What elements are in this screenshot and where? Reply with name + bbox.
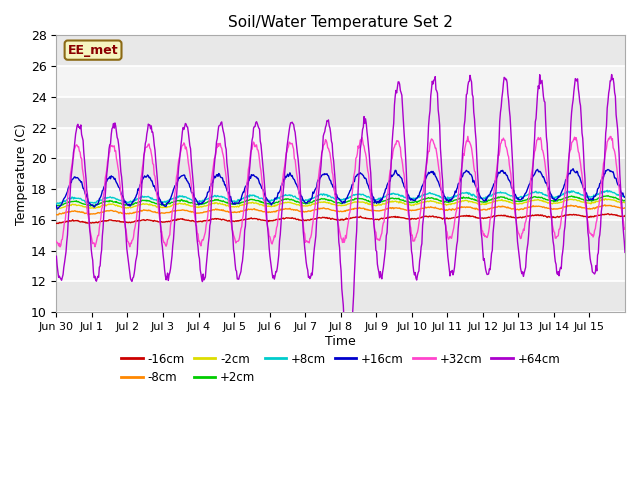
Bar bbox=[56, 36, 625, 66]
Text: EE_met: EE_met bbox=[68, 44, 118, 57]
Bar bbox=[56, 97, 625, 128]
Y-axis label: Temperature (C): Temperature (C) bbox=[15, 123, 28, 225]
Bar bbox=[56, 251, 625, 281]
Bar bbox=[56, 220, 625, 251]
Title: Soil/Water Temperature Set 2: Soil/Water Temperature Set 2 bbox=[228, 15, 453, 30]
Legend: -16cm, -8cm, -2cm, +2cm, +8cm, +16cm, +32cm, +64cm: -16cm, -8cm, -2cm, +2cm, +8cm, +16cm, +3… bbox=[116, 348, 565, 389]
Bar bbox=[56, 158, 625, 189]
Bar bbox=[56, 281, 625, 312]
Bar bbox=[56, 189, 625, 220]
Bar bbox=[56, 66, 625, 97]
Bar bbox=[56, 128, 625, 158]
X-axis label: Time: Time bbox=[325, 335, 356, 348]
